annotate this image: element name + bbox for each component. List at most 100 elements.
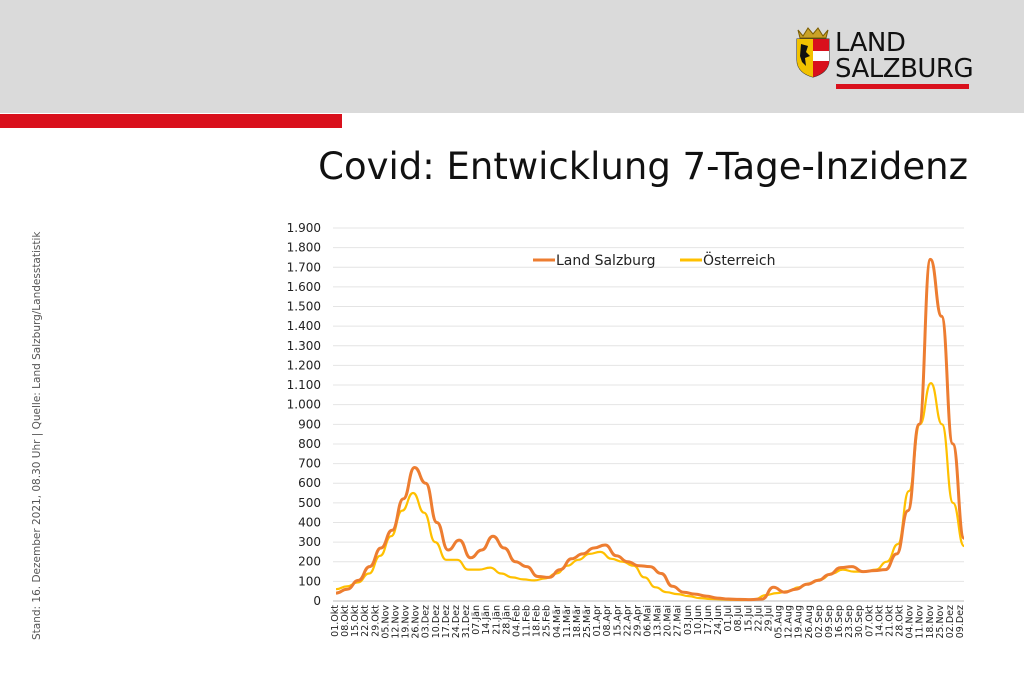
x-tick-label: 07.Okt bbox=[864, 605, 875, 637]
y-tick-label: 500 bbox=[298, 496, 321, 510]
x-axis-ticks: 01.Okt 08.Okt 15.Okt 22.Okt 29.Okt 05.Nov 12.N… bbox=[330, 605, 966, 639]
x-tick-label: 09.Dez bbox=[955, 605, 966, 638]
x-tick-label: 25.Feb bbox=[542, 605, 553, 637]
x-tick-label: 05.Aug bbox=[774, 605, 785, 639]
x-tick-label: 07.Jän bbox=[471, 605, 482, 635]
x-tick-label: 18.Mär bbox=[572, 605, 583, 638]
x-tick-label: 23.Sep bbox=[844, 605, 855, 638]
x-tick-label: 26.Nov bbox=[411, 605, 422, 639]
x-tick-label: 04.Feb bbox=[511, 605, 522, 637]
y-tick-label: 1.300 bbox=[287, 339, 321, 353]
x-tick-label: 11.Mär bbox=[562, 605, 573, 638]
y-tick-label: 600 bbox=[298, 476, 321, 490]
x-tick-label: 10.Jun bbox=[693, 605, 704, 635]
x-tick-label: 26.Aug bbox=[804, 605, 815, 639]
series-line-land-salzburg bbox=[335, 257, 966, 602]
x-tick-label: 06.Mai bbox=[643, 605, 654, 637]
chart-lines bbox=[335, 257, 966, 602]
y-tick-label: 1.000 bbox=[287, 398, 321, 412]
x-tick-label: 09.Sep bbox=[824, 605, 835, 638]
y-tick-label: 1.800 bbox=[287, 241, 321, 255]
y-tick-label: 400 bbox=[298, 515, 321, 529]
y-tick-label: 1.100 bbox=[287, 378, 321, 392]
x-tick-label: 18.Nov bbox=[925, 605, 936, 639]
x-tick-label: 15.Jul bbox=[743, 605, 754, 632]
x-tick-label: 02.Dez bbox=[945, 605, 956, 638]
x-tick-label: 12.Nov bbox=[390, 605, 401, 639]
legend-label: Land Salzburg bbox=[556, 253, 655, 269]
x-tick-label: 21.Okt bbox=[884, 605, 895, 637]
x-tick-label: 12.Aug bbox=[784, 605, 795, 639]
coat-of-arms-icon bbox=[796, 27, 830, 78]
chart-grid bbox=[333, 227, 964, 602]
logo-text-line2: SALZBURG bbox=[835, 54, 974, 84]
x-tick-label: 01.Okt bbox=[330, 605, 341, 637]
x-tick-label: 25.Mär bbox=[582, 605, 593, 638]
y-tick-label: 1.700 bbox=[287, 260, 321, 274]
y-axis-ticks: 0 100 200 300 400 500 600 700 800 900 1.000 1.100 1.… bbox=[287, 221, 321, 608]
y-tick-label: 100 bbox=[298, 574, 321, 588]
x-tick-label: 31.Dez bbox=[461, 605, 472, 638]
x-tick-label: 02.Sep bbox=[814, 605, 825, 638]
logo-underline bbox=[836, 84, 969, 89]
x-tick-label: 15.Apr bbox=[612, 605, 623, 637]
accent-bar bbox=[0, 114, 342, 128]
x-tick-label: 18.Feb bbox=[532, 605, 543, 637]
x-tick-label: 29.Apr bbox=[632, 605, 643, 637]
y-tick-label: 1.500 bbox=[287, 300, 321, 314]
x-tick-label: 24.Jun bbox=[713, 605, 724, 635]
y-tick-label: 1.400 bbox=[287, 319, 321, 333]
header-band bbox=[0, 0, 1024, 113]
x-tick-label: 05.Nov bbox=[380, 605, 391, 639]
x-tick-label: 25.Nov bbox=[935, 605, 946, 639]
x-tick-label: 03.Jun bbox=[683, 605, 694, 635]
x-tick-label: 17.Dez bbox=[441, 605, 452, 638]
y-tick-label: 800 bbox=[298, 437, 321, 451]
x-tick-label: 13.Mai bbox=[653, 605, 664, 637]
chart-legend: Land Salzburg Österreich bbox=[533, 251, 775, 269]
x-tick-label: 22.Jul bbox=[753, 605, 764, 632]
x-tick-label: 04.Nov bbox=[905, 605, 916, 639]
y-tick-label: 0 bbox=[313, 594, 321, 608]
x-tick-label: 21.Jän bbox=[491, 605, 502, 635]
logo-text-line1: LAND bbox=[835, 28, 906, 58]
x-tick-label: 03.Dez bbox=[421, 605, 432, 638]
y-tick-label: 1.600 bbox=[287, 280, 321, 294]
x-tick-label: 22.Okt bbox=[360, 605, 371, 637]
x-tick-label: 04.Mär bbox=[552, 605, 563, 638]
page-title: Covid: Entwicklung 7-Tage-Inzidenz bbox=[318, 145, 968, 188]
x-tick-label: 11.Nov bbox=[915, 605, 926, 639]
x-tick-label: 29.Jul bbox=[763, 605, 774, 632]
x-tick-label: 28.Okt bbox=[895, 605, 906, 637]
x-tick-label: 01.Jul bbox=[723, 605, 734, 632]
x-tick-label: 19.Aug bbox=[794, 605, 805, 639]
x-tick-label: 11.Feb bbox=[522, 605, 533, 637]
x-tick-label: 29.Okt bbox=[370, 605, 381, 637]
y-tick-label: 1.200 bbox=[287, 358, 321, 372]
x-tick-label: 28.Jän bbox=[501, 605, 512, 635]
x-tick-label: 10.Dez bbox=[431, 605, 442, 638]
x-tick-label: 30.Sep bbox=[854, 605, 865, 638]
legend-label: Österreich bbox=[703, 251, 775, 269]
y-tick-label: 1.900 bbox=[287, 221, 321, 235]
x-tick-label: 08.Apr bbox=[602, 605, 613, 637]
x-tick-label: 24.Dez bbox=[451, 605, 462, 638]
y-tick-label: 900 bbox=[298, 417, 321, 431]
y-tick-label: 700 bbox=[298, 457, 321, 471]
x-tick-label: 19.Nov bbox=[401, 605, 412, 639]
x-tick-label: 01.Apr bbox=[592, 605, 603, 637]
x-tick-label: 20.Mai bbox=[663, 605, 674, 637]
x-tick-label: 16.Sep bbox=[834, 605, 845, 638]
x-tick-label: 15.Okt bbox=[350, 605, 361, 637]
y-tick-label: 300 bbox=[298, 535, 321, 549]
x-tick-label: 22.Apr bbox=[622, 605, 633, 637]
land-salzburg-logo: LAND SALZBURG bbox=[793, 26, 974, 92]
x-tick-label: 08.Jul bbox=[733, 605, 744, 632]
x-tick-label: 14.Jän bbox=[481, 605, 492, 635]
y-tick-label: 200 bbox=[298, 555, 321, 569]
x-tick-label: 17.Jun bbox=[703, 605, 714, 635]
x-tick-label: 14.Okt bbox=[874, 605, 885, 637]
x-tick-label: 27.Mai bbox=[673, 605, 684, 637]
x-tick-label: 08.Okt bbox=[340, 605, 351, 637]
